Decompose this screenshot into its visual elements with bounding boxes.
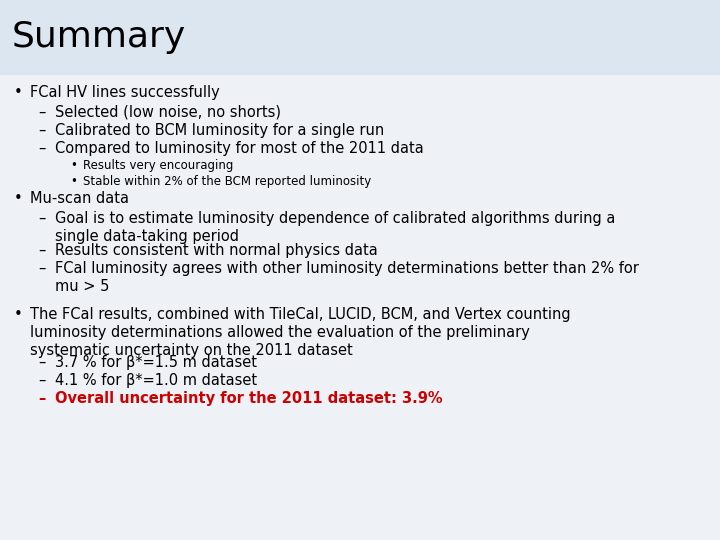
Text: Results very encouraging: Results very encouraging [83, 159, 233, 172]
Text: 3.7 % for β*=1.5 m dataset: 3.7 % for β*=1.5 m dataset [55, 355, 257, 369]
Text: –: – [38, 373, 45, 388]
Text: Selected (low noise, no shorts): Selected (low noise, no shorts) [55, 105, 281, 119]
Text: FCal HV lines successfully: FCal HV lines successfully [30, 85, 220, 99]
Text: Compared to luminosity for most of the 2011 data: Compared to luminosity for most of the 2… [55, 140, 424, 156]
Text: –: – [38, 260, 45, 275]
Text: –: – [38, 211, 45, 226]
Text: –: – [38, 123, 45, 138]
Text: Mu-scan data: Mu-scan data [30, 191, 129, 206]
Text: –: – [38, 390, 45, 406]
Text: –: – [38, 355, 45, 369]
Text: –: – [38, 105, 45, 119]
Text: •: • [70, 174, 77, 187]
Text: –: – [38, 242, 45, 258]
Text: Overall uncertainty for the 2011 dataset: 3.9%: Overall uncertainty for the 2011 dataset… [55, 390, 443, 406]
Text: 4.1 % for β*=1.0 m dataset: 4.1 % for β*=1.0 m dataset [55, 373, 257, 388]
Bar [0, 0, 720, 75]
Text: •: • [14, 307, 23, 321]
Text: Goal is to estimate luminosity dependence of calibrated algorithms during a
sing: Goal is to estimate luminosity dependenc… [55, 211, 616, 244]
Text: –: – [38, 140, 45, 156]
Text: FCal luminosity agrees with other luminosity determinations better than 2% for
m: FCal luminosity agrees with other lumino… [55, 260, 639, 294]
Text: Results consistent with normal physics data: Results consistent with normal physics d… [55, 242, 378, 258]
Text: The FCal results, combined with TileCal, LUCID, BCM, and Vertex counting
luminos: The FCal results, combined with TileCal,… [30, 307, 571, 357]
Text: •: • [70, 159, 77, 172]
Text: Summary: Summary [12, 21, 186, 54]
Text: Stable within 2% of the BCM reported luminosity: Stable within 2% of the BCM reported lum… [83, 174, 372, 187]
Text: Calibrated to BCM luminosity for a single run: Calibrated to BCM luminosity for a singl… [55, 123, 384, 138]
Text: •: • [14, 85, 23, 99]
Text: •: • [14, 191, 23, 206]
